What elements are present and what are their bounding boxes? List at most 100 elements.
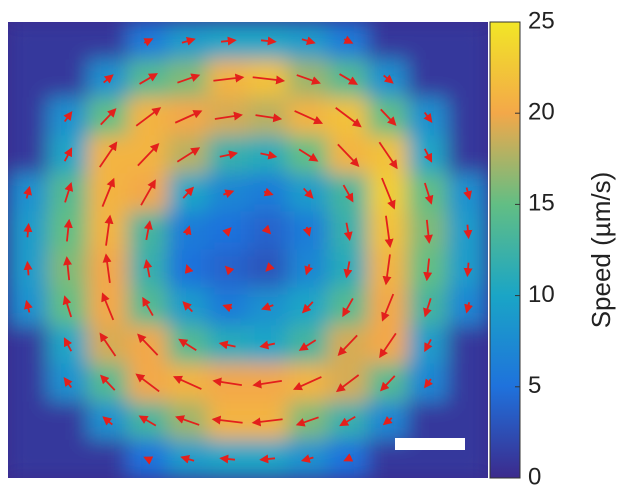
velocity-arrow	[337, 143, 360, 167]
velocity-arrow	[378, 141, 398, 170]
velocity-arrow	[261, 224, 272, 235]
velocity-arrow	[261, 302, 274, 311]
speed-cell	[447, 135, 488, 175]
speed-cell	[8, 439, 49, 478]
velocity-arrow	[182, 186, 195, 199]
velocity-arrow	[423, 111, 433, 123]
velocity-arrow	[218, 340, 236, 350]
velocity-arrow	[180, 454, 195, 464]
velocity-arrow	[135, 373, 160, 393]
colorbar-tick-label: 10	[528, 281, 555, 308]
velocity-arrow	[384, 215, 394, 249]
velocity-arrow	[294, 110, 324, 125]
velocity-arrow	[335, 107, 362, 128]
velocity-arrow	[423, 258, 433, 282]
velocity-arrow	[212, 377, 242, 387]
velocity-arrow	[343, 261, 353, 279]
velocity-arrow	[219, 150, 238, 160]
speed-cell	[87, 22, 129, 61]
velocity-arrow	[463, 224, 473, 240]
velocity-arrow	[304, 264, 313, 276]
velocity-arrow	[381, 293, 395, 322]
velocity-arrow	[301, 36, 316, 46]
velocity-arrow	[342, 184, 354, 203]
velocity-arrow	[424, 339, 433, 353]
colorbar-axis: 0 5 10 15 20 25	[515, 7, 555, 490]
velocity-arrow	[292, 376, 322, 391]
velocity-arrow	[178, 338, 197, 351]
velocity-arrow	[104, 214, 114, 246]
speed-cell	[447, 363, 488, 403]
velocity-arrow	[380, 375, 396, 392]
speed-cell	[8, 401, 49, 441]
velocity-arrow	[139, 73, 159, 85]
speed-cell	[367, 22, 409, 61]
velocity-arrow	[298, 148, 319, 162]
velocity-arrow	[102, 416, 113, 426]
velocity-arrow	[224, 265, 235, 276]
velocity-arrow	[464, 302, 473, 314]
velocity-arrow	[222, 227, 232, 237]
velocity-arrow	[177, 73, 201, 84]
velocity-arrow	[63, 147, 73, 162]
velocity-arrow	[339, 415, 356, 427]
speed-cell	[447, 401, 488, 441]
speed-cell	[8, 135, 49, 175]
velocity-arrow	[137, 143, 160, 167]
speed-cell	[47, 22, 89, 61]
velocity-arrow	[63, 337, 73, 352]
scale-bar	[395, 438, 465, 450]
velocity-arrow	[301, 301, 314, 314]
velocity-arrow	[143, 220, 153, 241]
velocity-arrow	[343, 222, 353, 242]
velocity-arrow	[62, 295, 73, 318]
velocity-arrow	[259, 340, 276, 350]
colorbar-tick-label: 5	[528, 372, 541, 399]
velocity-arrow	[252, 75, 286, 85]
velocity-arrow	[423, 148, 433, 163]
speed-cell	[47, 401, 89, 441]
speed-cell	[47, 439, 89, 478]
velocity-arrow	[64, 181, 74, 203]
velocity-arrow	[265, 262, 275, 272]
speed-cell	[447, 22, 488, 61]
velocity-arrow	[302, 226, 312, 237]
velocity-arrow	[381, 177, 396, 210]
velocity-arrow	[99, 141, 118, 168]
speed-cell	[8, 97, 49, 137]
velocity-arrow	[143, 258, 153, 278]
velocity-arrow	[102, 253, 112, 283]
velocity-arrow	[211, 415, 243, 425]
velocity-arrow	[137, 333, 159, 356]
velocity-arrow	[379, 332, 397, 359]
velocity-arrow	[99, 332, 117, 357]
velocity-arrow	[252, 379, 282, 389]
velocity-arrow	[300, 454, 314, 463]
velocity-arrow	[335, 374, 360, 393]
plot-area	[8, 22, 488, 478]
velocity-arrow	[24, 299, 33, 313]
velocity-arrow	[174, 110, 203, 124]
velocity-arrow	[260, 36, 277, 46]
colorbar-label: Speed (µm/s)	[586, 172, 616, 329]
velocity-arrow	[263, 187, 274, 197]
velocity-arrow	[100, 374, 116, 391]
velocity-arrow	[63, 111, 73, 123]
velocity-arrow	[251, 417, 283, 427]
velocity-arrow	[342, 298, 354, 318]
velocity-arrow	[176, 147, 201, 163]
velocity-arrow	[143, 38, 154, 47]
velocity-arrow	[135, 107, 162, 127]
velocity-arrow	[260, 150, 278, 160]
velocity-arrow	[298, 339, 317, 351]
velocity-arrow	[213, 73, 245, 83]
velocity-arrow	[138, 415, 157, 427]
velocity-arrows	[23, 35, 473, 465]
velocity-arrow	[140, 179, 156, 206]
velocity-arrow	[142, 296, 154, 316]
velocity-arrow	[296, 74, 321, 85]
velocity-arrow	[423, 298, 432, 318]
speed-field	[8, 22, 488, 478]
velocity-arrow	[219, 454, 236, 464]
